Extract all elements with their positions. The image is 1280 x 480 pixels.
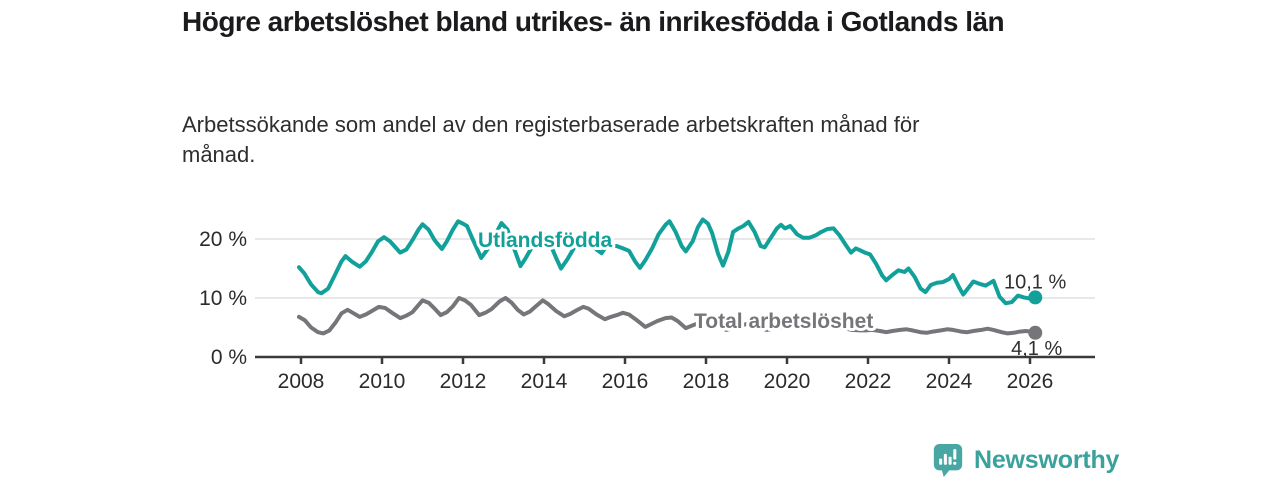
x-tick-label-2024: 2024 <box>926 370 973 393</box>
newsworthy-wordmark: Newsworthy <box>974 445 1120 474</box>
x-tick-label-2020: 2020 <box>764 370 811 393</box>
end-dot-total-arbetsl-shet <box>1028 325 1043 340</box>
newsworthy-logo: Newsworthy <box>931 442 1119 478</box>
logo-exclamation-bar <box>953 449 957 460</box>
y-tick-label-10: 10 % <box>199 287 247 310</box>
end-value-label-total-arbetsl-shet: 4,1 % <box>1011 338 1062 360</box>
x-tick-label-2008: 2008 <box>278 370 325 393</box>
x-tick-label-2026: 2026 <box>1007 370 1054 393</box>
x-tick-label-2012: 2012 <box>440 370 487 393</box>
logo-exclamation-dot <box>953 461 957 465</box>
chart-subtitle: Arbetssökande som andel av den registerb… <box>182 112 920 167</box>
logo-bubble <box>933 443 963 471</box>
end-value-label-utlandsf-dda: 10,1 % <box>1004 271 1066 293</box>
end-dot-utlandsf-dda <box>1028 290 1043 305</box>
x-tick-label-2014: 2014 <box>521 370 568 393</box>
y-tick-label-0: 0 % <box>211 346 247 369</box>
logo-bar-3 <box>948 456 952 465</box>
series-line-total-arbetsl-shet <box>297 296 1038 336</box>
series-label-total-arbetsl-shet: Total arbetslöshet <box>694 310 873 333</box>
x-tick-label-2018: 2018 <box>683 370 730 393</box>
newsworthy-bubble-barchart-icon <box>933 443 963 477</box>
x-tick-label-2010: 2010 <box>359 370 406 393</box>
series-line-utlandsf-dda <box>297 217 1038 306</box>
y-tick-label-20: 20 % <box>199 228 247 251</box>
x-tick-label-2016: 2016 <box>602 370 649 393</box>
logo-bar-1 <box>939 458 943 465</box>
series-label-utlandsf-dda: Utlandsfödda <box>478 229 612 252</box>
logo-bubble-tail <box>941 468 951 477</box>
chart-title: Högre arbetslöshet bland utrikes- än inr… <box>182 6 1005 37</box>
logo-bar-2 <box>943 453 947 465</box>
x-tick-label-2022: 2022 <box>845 370 892 393</box>
